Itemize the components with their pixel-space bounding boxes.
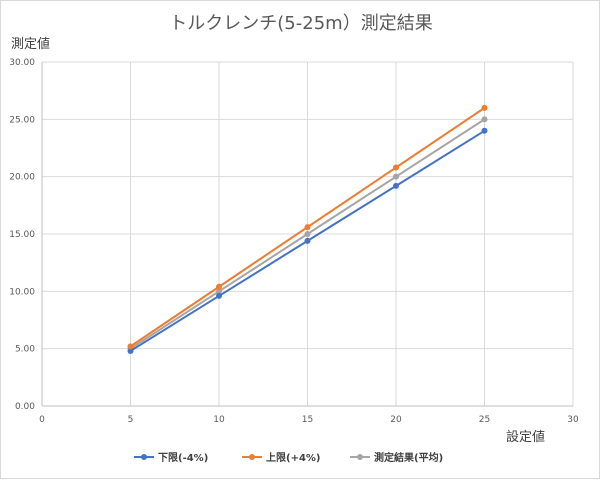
legend-swatch-marker [141, 454, 147, 460]
series-3-point [216, 288, 222, 295]
series-1-point [127, 347, 134, 354]
legend-swatch-marker [249, 454, 255, 460]
legend-label: 測定結果(平均) [374, 451, 443, 464]
series-1-point [393, 182, 399, 189]
legend-item-1: 下限(-4%) [134, 452, 208, 464]
x-tick-label: 20 [390, 415, 402, 425]
y-tick-label: 5.00 [15, 345, 35, 355]
legend-label: 上限(+4%) [266, 451, 321, 464]
legend: 下限(-4%) 上限(+4%) 測定結果(平均) [134, 451, 443, 464]
legend-swatch-marker [357, 454, 363, 460]
y-axis-title: 測定値 [11, 36, 50, 52]
y-tick-label: 25.00 [9, 115, 35, 125]
legend-label: 下限(-4%) [158, 452, 208, 464]
axes [41, 62, 573, 407]
x-tick-label: 10 [213, 415, 225, 425]
series-3-point [393, 173, 399, 180]
y-tick-label: 0.00 [15, 402, 35, 412]
series-2 [127, 104, 488, 350]
series-1-point [481, 127, 488, 134]
y-tick-label: 15.00 [9, 230, 35, 240]
series-2-point [304, 224, 311, 231]
series-2-point [127, 343, 134, 350]
x-tick-label: 30 [567, 415, 579, 425]
tick-labels: 0.00 5.00 10.00 15.00 20.00 25.00 30.00 0 5 10 15 2… [9, 58, 579, 425]
series-1 [127, 127, 488, 354]
x-tick-label: 5 [128, 415, 134, 425]
x-axis-title: 設定値 [506, 429, 545, 445]
legend-item-2: 上限(+4%) [242, 451, 321, 464]
series-3-point [481, 116, 488, 123]
data-series [127, 104, 488, 354]
legend-item-3: 測定結果(平均) [350, 451, 443, 464]
x-tick-label: 0 [39, 415, 45, 425]
x-tick-label: 15 [302, 415, 313, 425]
chart-title: トルクレンチ(5-25m）測定結果 [169, 13, 432, 34]
y-tick-label: 30.00 [9, 58, 35, 68]
series-2-point [481, 104, 488, 111]
y-tick-label: 20.00 [9, 173, 35, 183]
series-2-point [216, 283, 222, 290]
x-tick-label: 25 [479, 415, 490, 425]
series-1-point [216, 292, 222, 299]
series-3-point [304, 231, 311, 237]
y-tick-label: 10.00 [9, 287, 35, 297]
series-2-point [393, 164, 399, 171]
series-1-point [304, 237, 311, 244]
